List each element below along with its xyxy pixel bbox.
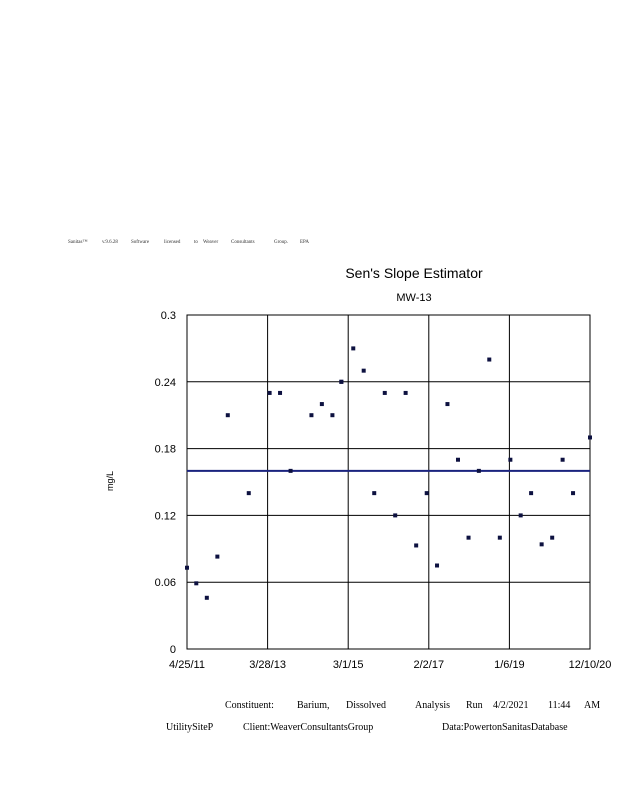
plot-frame: [186, 314, 591, 650]
data-points: [185, 346, 592, 600]
header-word: v.9.6.28: [102, 240, 118, 245]
x-tick-label: 2/2/17: [414, 659, 445, 671]
data-point: [403, 390, 408, 395]
data-point: [372, 491, 377, 496]
data-point: [445, 402, 450, 407]
data-point: [550, 535, 555, 540]
data-point: [508, 457, 513, 462]
header-word: Sanitas™: [68, 240, 88, 245]
data-point: [330, 413, 335, 418]
data-point: [560, 457, 565, 462]
data-point: [309, 413, 314, 418]
data-point: [351, 346, 356, 351]
data-point: [382, 390, 387, 395]
data-point: [225, 413, 230, 418]
data-point: [414, 543, 419, 548]
data-point: [194, 581, 199, 586]
x-tick-labels: 4/25/11 3/28/13 3/1/15 2/2/17 1/6/19 12/10/20: [169, 659, 611, 671]
x-tick-label: 4/25/11: [169, 659, 205, 671]
data-point: [424, 491, 429, 496]
header-word: Group.: [274, 240, 289, 245]
footer-word: Analysis: [415, 700, 450, 711]
header-word: EPA: [300, 240, 309, 245]
header-word: to: [194, 240, 198, 245]
data-point: [476, 468, 481, 473]
footer-word: Run: [466, 700, 483, 711]
chart-title: Sen's Slope Estimator: [345, 265, 483, 281]
y-tick-label: 0.12: [155, 510, 176, 522]
header-word: Consultants: [231, 240, 255, 245]
data-point: [466, 535, 471, 540]
footer-word: Data:PowertonSanitasDatabase: [442, 722, 568, 733]
data-point: [529, 491, 534, 496]
data-point: [339, 379, 344, 384]
data-point: [539, 542, 544, 547]
y-tick-label: 0.06: [155, 577, 176, 589]
header-word: licensed: [164, 240, 181, 245]
data-point: [267, 390, 272, 395]
data-point: [455, 457, 460, 462]
data-point: [588, 435, 592, 440]
y-tick-label: 0.18: [155, 444, 176, 456]
footer-client-line: UtilitySiteP Client:WeaverConsultantsGrou…: [0, 722, 618, 736]
data-point: [278, 390, 283, 395]
footer-word: Barium,: [297, 700, 330, 711]
footer-word: Constituent:: [225, 700, 274, 711]
footer-word: Client:WeaverConsultantsGroup: [243, 722, 374, 733]
x-tick-label: 3/28/13: [249, 659, 286, 671]
y-axis-label: mg/L: [105, 471, 115, 491]
software-license-line: Sanitas™ v.9.6.28 Software licensed to Weaver…: [68, 240, 388, 252]
footer-word: 4/2/2021: [493, 700, 529, 711]
x-tick-label: 3/1/15: [333, 659, 364, 671]
header-word: Weaver: [203, 240, 219, 245]
footer-word: 11:44: [548, 700, 571, 711]
data-point: [487, 357, 492, 362]
data-point: [435, 563, 440, 568]
data-point: [288, 468, 293, 473]
chart-subtitle: MW-13: [396, 292, 431, 304]
data-point: [571, 491, 576, 496]
footer-word: Dissolved: [346, 700, 386, 711]
footer-word: AM: [584, 700, 601, 711]
data-point: [497, 535, 502, 540]
footer-analysis-line: Constituent: Barium, Dissolved Analysis Run 4…: [0, 700, 618, 714]
x-tick-label: 12/10/20: [569, 659, 612, 671]
data-point: [319, 402, 324, 407]
y-tick-label: 0.3: [161, 310, 176, 322]
data-point: [518, 513, 523, 518]
footer-word: UtilitySiteP: [166, 722, 214, 733]
data-point: [393, 513, 398, 518]
data-point: [246, 491, 251, 496]
header-word: Software: [131, 240, 150, 245]
grid-layer: [186, 314, 591, 650]
data-point: [215, 554, 220, 559]
y-tick-label: 0: [170, 644, 176, 656]
data-point: [361, 368, 366, 373]
data-point: [185, 565, 189, 570]
y-tick-label: 0.24: [155, 377, 176, 389]
x-tick-label: 1/6/19: [494, 659, 525, 671]
y-tick-labels: 0 0.06 0.12 0.18 0.24 0.3: [155, 310, 176, 656]
data-point: [204, 595, 209, 600]
